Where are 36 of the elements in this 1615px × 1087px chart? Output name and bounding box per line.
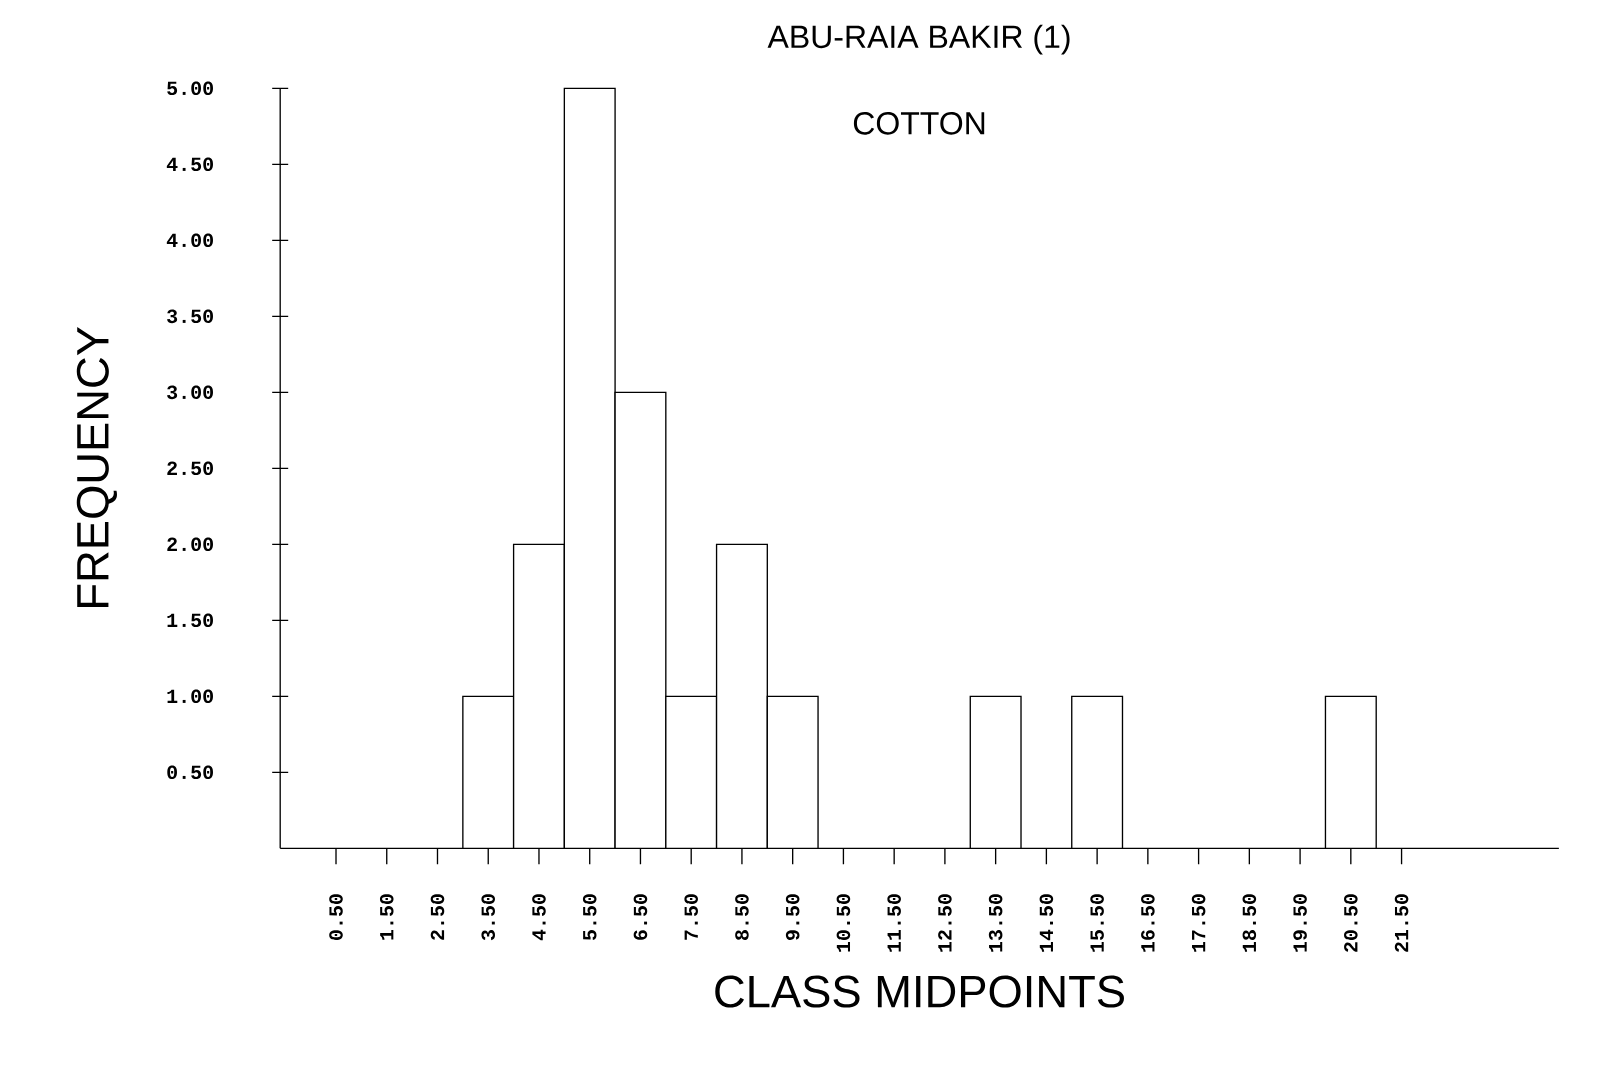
x-tick-label: 15.50 <box>1090 894 1104 952</box>
x-tick-label: 3.50 <box>481 894 496 941</box>
x-tick-label: 7.50 <box>684 894 698 940</box>
y-tick-label: 2.50 <box>167 461 213 476</box>
y-tick-label: 3.50 <box>167 309 213 324</box>
x-axis-title: CLASS MIDPOINTS <box>715 975 1124 1008</box>
x-tick-label: 13.50 <box>988 894 1003 952</box>
x-tick-label: 10.50 <box>836 894 851 952</box>
x-tick-label: 19.50 <box>1293 894 1307 952</box>
x-tick-label: 16.50 <box>1141 894 1155 952</box>
x-tick-label: 17.50 <box>1191 894 1206 952</box>
x-tick-label: 11.50 <box>887 894 901 952</box>
y-tick-label: 2.00 <box>167 537 213 552</box>
x-tick-label: 20.50 <box>1344 894 1358 952</box>
y-tick-label: 4.00 <box>166 233 213 248</box>
x-tick-label: 21.50 <box>1394 894 1409 952</box>
y-tick-label: 4.50 <box>166 157 213 172</box>
y-tick-label: 1.50 <box>167 613 213 628</box>
x-tick-label: 9.50 <box>785 894 800 940</box>
x-tick-label: 18.50 <box>1242 894 1257 952</box>
y-tick-label: 3.00 <box>167 385 213 400</box>
x-tick-label: 14.50 <box>1039 894 1054 952</box>
x-tick-label: 8.50 <box>735 894 749 940</box>
x-tick-label: 12.50 <box>938 894 952 952</box>
x-tick-label: 2.50 <box>430 894 445 940</box>
y-tick-label: 0.50 <box>167 765 213 780</box>
y-axis-title: FREQUENCY <box>76 327 117 607</box>
y-tick-label: 5.00 <box>167 81 213 96</box>
x-tick-label: 1.50 <box>379 894 394 940</box>
chart-title: ABU-RAIA BAKIR (1) <box>767 24 1070 55</box>
x-tick-label: 6.50 <box>633 894 648 940</box>
x-tick-label: 4.50 <box>532 894 546 941</box>
x-tick-label: 0.50 <box>329 894 343 940</box>
text: COTTON <box>853 112 985 135</box>
x-tick-label: 5.50 <box>582 894 597 941</box>
y-tick-label: 1.00 <box>167 689 213 704</box>
